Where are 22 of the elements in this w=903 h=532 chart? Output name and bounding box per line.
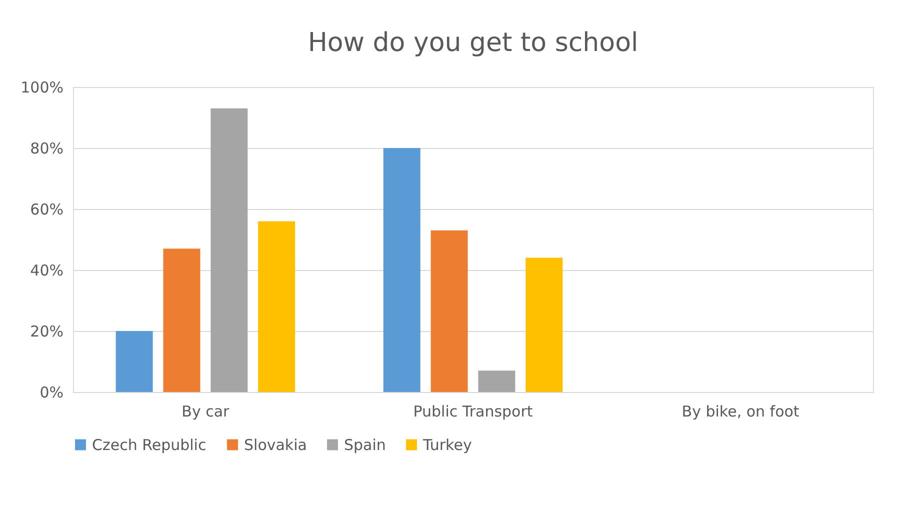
- y-tick-label: 60%: [30, 200, 64, 218]
- bar: [258, 221, 296, 392]
- x-tick-label: Public Transport: [413, 402, 533, 420]
- x-tick-label: By car: [182, 402, 230, 420]
- bar: [478, 370, 516, 392]
- bar: [210, 108, 248, 392]
- legend-label: Czech Republic: [92, 436, 206, 454]
- bar: [526, 258, 563, 392]
- chart-title: How do you get to school: [308, 28, 638, 58]
- y-tick-label: 100%: [20, 78, 64, 96]
- legend-label: Turkey: [422, 436, 472, 454]
- legend-label: Slovakia: [244, 436, 307, 454]
- y-tick-label: 20%: [30, 322, 64, 340]
- bar: [116, 331, 153, 392]
- y-tick-label: 40%: [30, 262, 64, 280]
- x-tick-label: By bike, on foot: [682, 402, 800, 420]
- bar: [163, 248, 200, 392]
- bar: [383, 148, 420, 392]
- y-tick-label: 0%: [40, 384, 64, 402]
- bar: [430, 230, 468, 392]
- y-tick-label: 80%: [30, 140, 64, 158]
- legend-label: Spain: [344, 436, 386, 454]
